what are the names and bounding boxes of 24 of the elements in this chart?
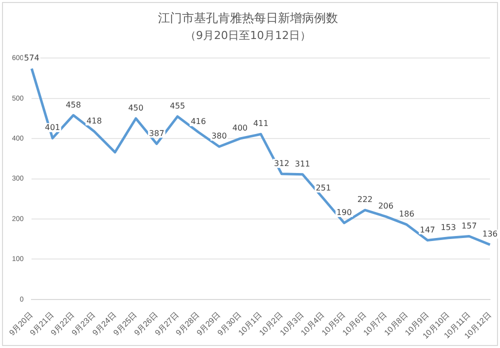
data-label: 400 [232, 124, 248, 133]
data-label: 312 [274, 159, 290, 168]
data-label: 206 [378, 202, 394, 211]
data-label: 251 [316, 184, 331, 193]
data-label: 401 [44, 123, 60, 132]
chart-subtitle: （9月20日至10月12日） [184, 28, 312, 43]
data-label: 450 [128, 104, 144, 113]
data-label: 574 [24, 54, 40, 63]
data-label: 380 [212, 132, 227, 141]
data-label: 311 [294, 159, 310, 168]
data-label: 458 [66, 100, 81, 110]
data-label: 186 [399, 210, 414, 219]
data-label: 157 [462, 221, 477, 230]
data-label: 418 [86, 116, 102, 126]
data-label: 416 [190, 117, 206, 126]
data-label: 136 [482, 230, 498, 239]
data-label: 190 [336, 208, 352, 218]
data-label: 153 [440, 222, 456, 232]
chart-title: 江门市基孔肯雅热每日新增病例数 [157, 10, 339, 27]
data-label: 387 [149, 128, 164, 138]
data-label: 222 [357, 195, 373, 204]
data-label: 455 [170, 102, 186, 111]
data-label: 411 [253, 119, 268, 128]
data-label: 147 [420, 225, 436, 234]
